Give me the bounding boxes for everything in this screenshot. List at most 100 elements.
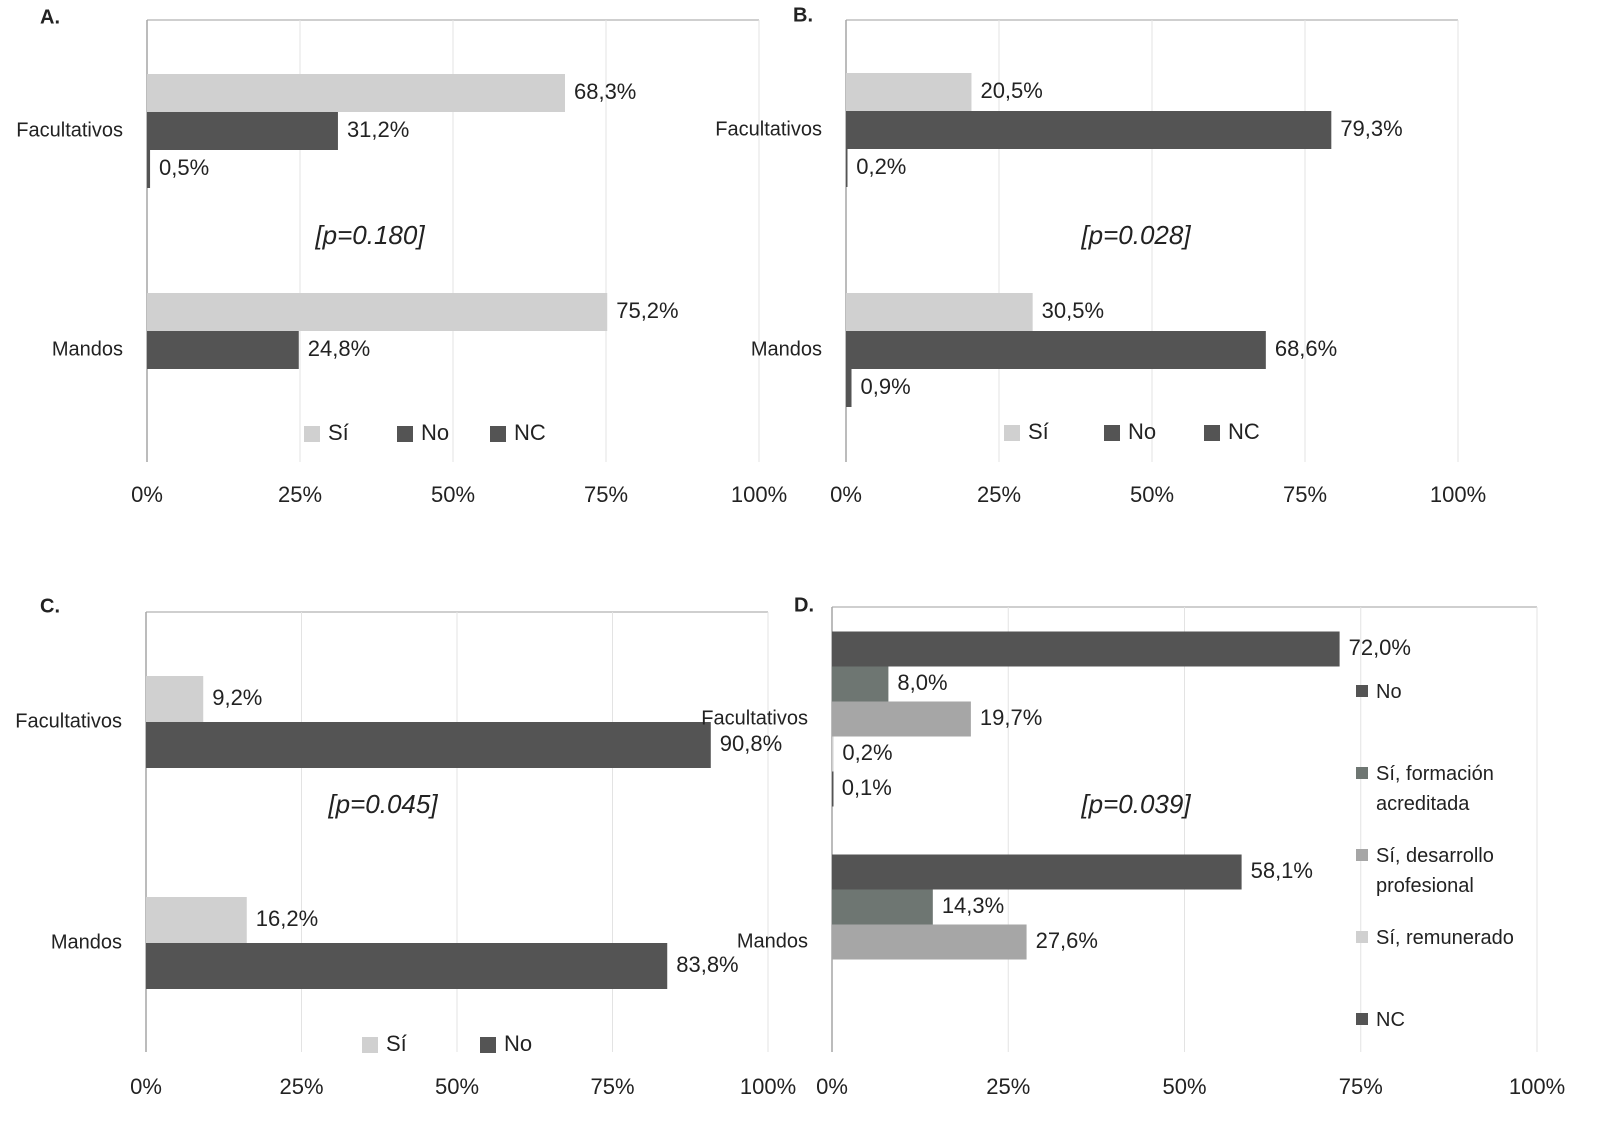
legend-item: Sí, desarrollo profesional [1356,841,1546,923]
x-tick-label: 50% [1162,1074,1206,1099]
legend-label: No [504,1031,532,1056]
legend-label: Sí, formación acreditada [1376,763,1494,815]
data-label: 14,3% [942,893,1004,918]
legend-label: NC [514,420,546,445]
data-label: 75,2% [616,298,678,323]
x-tick-label: 0% [816,1074,848,1099]
legend-item: Sí, remunerado [1356,923,1546,1005]
x-tick-label: 25% [977,482,1021,507]
bar [846,293,1033,331]
legend-label: Sí [328,420,349,445]
bar [147,74,565,112]
data-label: 30,5% [1042,298,1104,323]
data-label: 0,2% [856,154,906,179]
legend-label: Sí, desarrollo profesional [1376,845,1494,897]
legend-swatch [397,426,413,442]
bar [146,676,204,722]
legend-label: No [421,420,449,445]
x-tick-label: 100% [1509,1074,1565,1099]
bar [846,331,1266,369]
legend-item: No [1356,677,1546,759]
bar [146,897,247,943]
bar [832,924,1027,960]
legend: No Sí, formación acreditada Sí, desarrollo… [1356,677,1546,1087]
y-tick-label: Facultativos [16,119,123,141]
legend-item: Sí, formación acreditada [1356,759,1546,841]
data-label: 0,9% [861,374,911,399]
data-label: 0,1% [842,775,892,800]
x-tick-label: 75% [1283,482,1327,507]
y-tick-label: Mandos [51,931,122,953]
legend-label: Sí [386,1031,407,1056]
data-label: 90,8% [720,731,782,756]
x-tick-label: 100% [1430,482,1486,507]
legend-swatch [490,426,506,442]
legend-swatch [1356,1013,1368,1025]
legend-label: No [1128,419,1156,444]
bar [147,293,608,331]
panel-title: B. [793,4,813,26]
annotation: [p=0.028] [1080,220,1191,250]
data-label: 0,2% [842,740,892,765]
data-label: 79,3% [1340,116,1402,141]
bar [832,771,834,807]
data-label: 68,6% [1275,336,1337,361]
data-label: 20,5% [980,78,1042,103]
panel-title: C. [40,595,60,617]
x-tick-label: 25% [278,482,322,507]
legend-swatch [1204,425,1220,441]
y-tick-label: Mandos [751,338,822,360]
legend-swatch [362,1037,378,1053]
legend-swatch [480,1037,496,1053]
x-tick-label: 50% [1130,482,1174,507]
bar [146,722,711,768]
panel-title: D. [794,594,814,616]
x-tick-label: 0% [130,1074,162,1099]
bar [146,943,668,989]
bar [832,854,1242,890]
legend-label: Sí, remunerado [1376,927,1514,949]
legend-label: No [1376,681,1402,703]
data-label: 83,8% [676,952,738,977]
x-tick-label: 0% [830,482,862,507]
data-label: 24,8% [308,336,370,361]
bar [846,73,972,111]
bar [147,331,299,369]
legend-swatch [304,426,320,442]
bar [832,736,834,772]
panel-title: A. [40,6,60,28]
x-tick-label: 50% [431,482,475,507]
data-label: 68,3% [574,79,636,104]
y-tick-label: Facultativos [715,118,822,140]
x-tick-label: 75% [1339,1074,1383,1099]
data-label: 8,0% [897,670,947,695]
data-label: 72,0% [1349,635,1411,660]
legend-swatch [1356,767,1368,779]
bar [147,112,338,150]
y-tick-label: Mandos [737,930,808,952]
bar [832,666,889,702]
annotation: [p=0.045] [327,789,438,819]
x-tick-label: 75% [590,1074,634,1099]
bar [147,150,151,188]
legend-swatch [1356,849,1368,861]
x-tick-label: 50% [435,1074,479,1099]
annotation: [p=0.039] [1080,789,1191,819]
x-tick-label: 75% [584,482,628,507]
bar [832,701,971,737]
x-tick-label: 25% [986,1074,1030,1099]
data-label: 19,7% [980,705,1042,730]
legend-swatch [1104,425,1120,441]
bar [846,111,1332,149]
legend-swatch [1356,931,1368,943]
legend-label: NC [1376,1009,1405,1031]
legend-swatch [1004,425,1020,441]
data-label: 9,2% [212,685,262,710]
data-label: 31,2% [347,117,409,142]
data-label: 16,2% [256,906,318,931]
legend-item: NC [1356,1005,1546,1087]
x-tick-label: 25% [279,1074,323,1099]
bar [832,631,1340,667]
y-tick-label: Facultativos [15,710,122,732]
